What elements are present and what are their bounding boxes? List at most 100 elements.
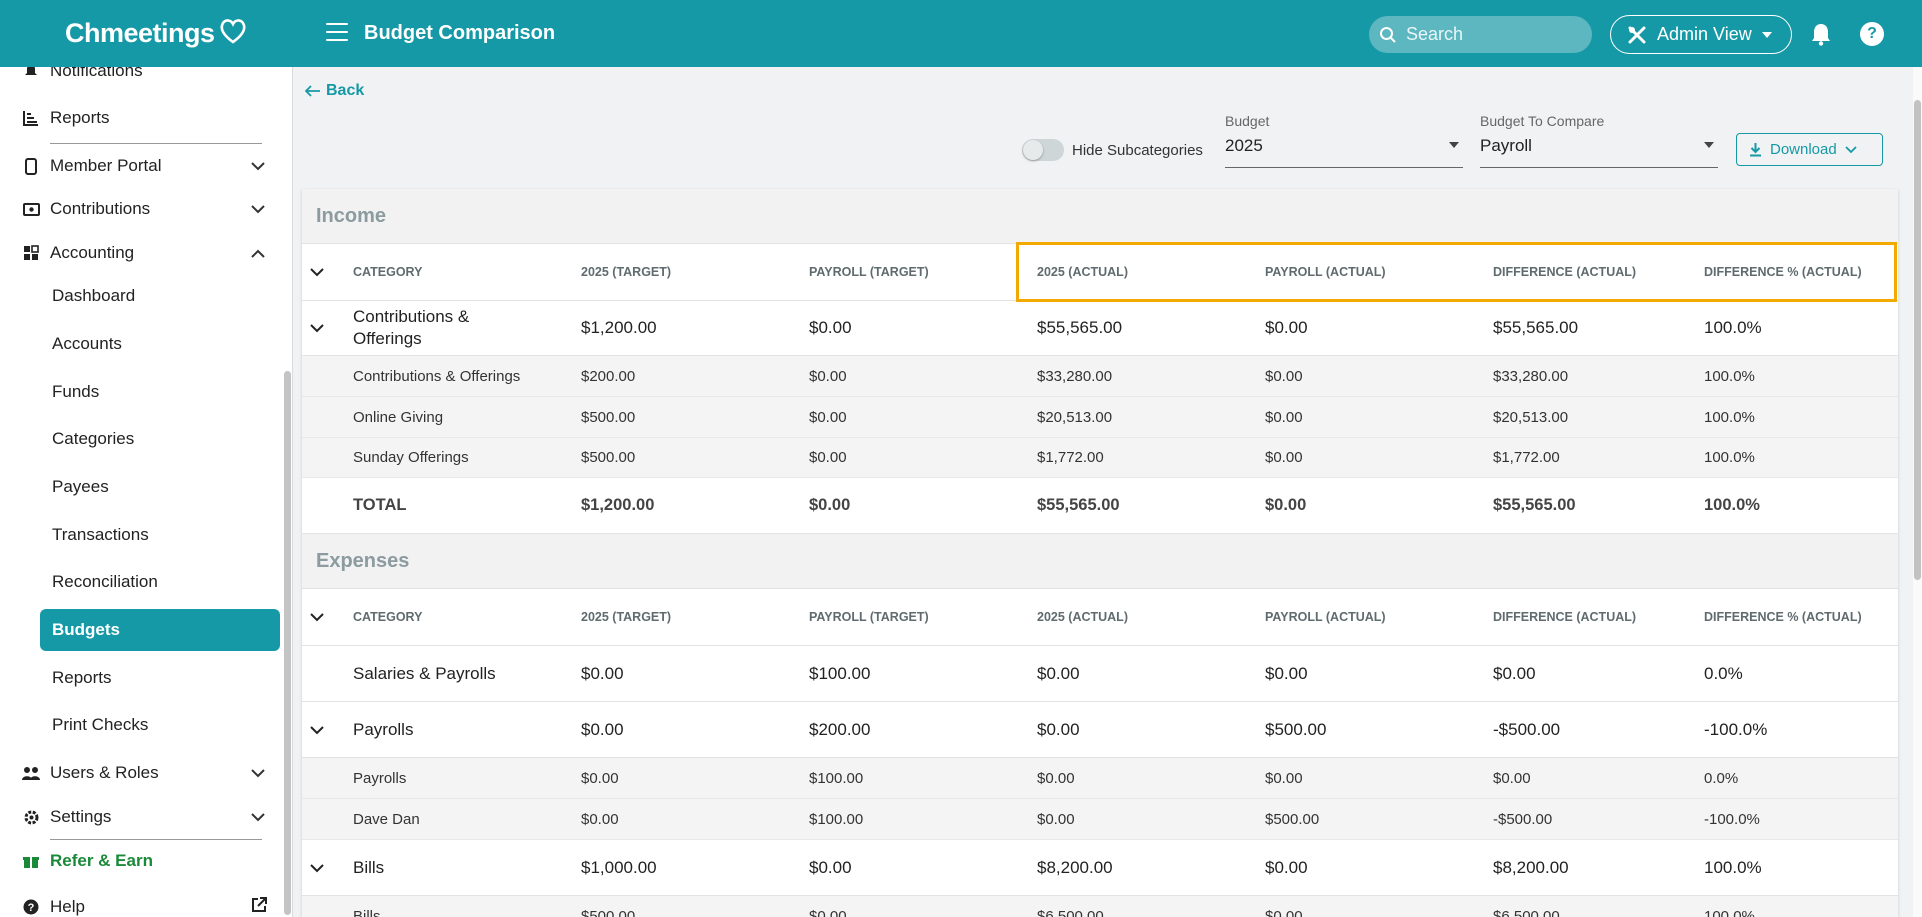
hide-subcategories-toggle[interactable]: Hide Subcategories xyxy=(1022,139,1203,161)
help-icon[interactable]: ? xyxy=(1860,22,1884,46)
sidebar-item-label: Member Portal xyxy=(50,156,162,175)
col-header-target-a[interactable]: 2025 (TARGET) xyxy=(581,610,672,624)
col-header-difference-pct[interactable]: DIFFERENCE % (ACTUAL) xyxy=(1704,265,1862,279)
admin-view-button[interactable]: Admin View xyxy=(1610,15,1792,54)
search-box[interactable] xyxy=(1369,16,1592,53)
cell-value: 100.0% xyxy=(1704,449,1755,466)
col-header-category[interactable]: CATEGORY xyxy=(353,610,423,624)
cell-value: $55,565.00 xyxy=(1493,318,1579,337)
cell-value: $0.00 xyxy=(1037,719,1080,739)
budget-select[interactable]: Budget 2025 xyxy=(1225,113,1463,168)
cell-value: $0.00 xyxy=(1037,810,1075,828)
chevron-down-icon[interactable] xyxy=(309,722,325,743)
menu-icon[interactable] xyxy=(326,23,348,43)
app-logo[interactable]: Chmeetings xyxy=(65,18,248,49)
col-header-target-b[interactable]: PAYROLL (TARGET) xyxy=(809,610,929,624)
sidebar-item-label: Notifications xyxy=(50,67,143,80)
caret-down-icon xyxy=(1761,31,1772,38)
sidebar-scrollbar[interactable] xyxy=(284,371,291,915)
back-link[interactable]: Back xyxy=(305,82,364,100)
caret-down-icon xyxy=(1449,142,1459,148)
cell-value: $0.00 xyxy=(581,810,619,828)
sidebar-item-label: Users & Roles xyxy=(50,763,159,782)
cell-value: $1,200.00 xyxy=(581,496,655,514)
gift-icon xyxy=(22,852,40,870)
chevron-down-icon xyxy=(251,156,265,176)
bell-icon xyxy=(22,67,40,80)
sidebar-item-reports[interactable]: Reports xyxy=(0,98,280,138)
col-header-difference-pct[interactable]: DIFFERENCE % (ACTUAL) xyxy=(1704,610,1862,624)
sidebar-item-notifications[interactable]: Notifications xyxy=(0,67,280,91)
budget-label: Budget xyxy=(1225,113,1270,129)
category-name: Contributions & Offerings xyxy=(353,307,470,348)
back-label: Back xyxy=(326,82,365,99)
tools-icon xyxy=(1628,26,1646,43)
sidebar-item-accounts[interactable]: Accounts xyxy=(52,334,122,353)
col-header-actual-b[interactable]: PAYROLL (ACTUAL) xyxy=(1265,265,1386,279)
col-header-actual-a[interactable]: 2025 (ACTUAL) xyxy=(1037,610,1128,624)
sidebar-item-categories[interactable]: Categories xyxy=(52,429,135,448)
cell-value: 100.0% xyxy=(1704,408,1755,426)
table-row: Salaries & Payrolls $0.00 $100.00 $0.00 … xyxy=(302,646,1898,702)
expenses-section-title: Expenses xyxy=(302,534,1898,589)
sidebar-item-accounting[interactable]: Accounting xyxy=(0,233,280,273)
sidebar-item-dashboard[interactable]: Dashboard xyxy=(52,286,136,305)
chevron-down-icon[interactable] xyxy=(309,264,325,285)
col-header-actual-b[interactable]: PAYROLL (ACTUAL) xyxy=(1265,610,1386,624)
sidebar-item-payees[interactable]: Payees xyxy=(52,477,109,496)
col-header-target-b[interactable]: PAYROLL (TARGET) xyxy=(809,265,929,279)
category-name: Payrolls xyxy=(353,719,414,739)
cell-value: $20,513.00 xyxy=(1037,408,1113,426)
bell-icon[interactable] xyxy=(1810,22,1832,51)
cell-value: $8,200.00 xyxy=(1037,857,1113,877)
sidebar-item-contributions[interactable]: Contributions xyxy=(0,189,280,229)
cell-value: $0.00 xyxy=(809,367,847,385)
external-link-icon xyxy=(251,896,267,917)
sidebar-item-member-portal[interactable]: Member Portal xyxy=(0,146,280,186)
chevron-down-icon xyxy=(251,763,265,783)
table-row: Sunday Offerings $500.00 $0.00 $1,772.00… xyxy=(302,438,1898,478)
col-header-difference[interactable]: DIFFERENCE (ACTUAL) xyxy=(1493,265,1637,279)
budget-compare-select[interactable]: Budget To Compare Payroll xyxy=(1480,113,1718,168)
cell-value: $0.00 xyxy=(1265,367,1303,385)
table-row: Payrolls $0.00 $200.00 $0.00 $500.00 -$5… xyxy=(302,702,1898,758)
chevron-down-icon[interactable] xyxy=(309,320,325,341)
search-input[interactable] xyxy=(1406,24,1566,45)
sidebar-item-funds[interactable]: Funds xyxy=(52,382,100,401)
cell-value: $1,772.00 xyxy=(1493,449,1560,466)
chevron-down-icon xyxy=(1845,145,1857,153)
col-header-actual-a[interactable]: 2025 (ACTUAL) xyxy=(1037,265,1128,279)
cell-value: $20,513.00 xyxy=(1493,408,1569,426)
main-scrollbar[interactable] xyxy=(1914,100,1921,580)
subcategory-name: Online Giving xyxy=(353,408,444,426)
cell-value: $500.00 xyxy=(581,449,636,466)
toggle-switch[interactable] xyxy=(1022,139,1064,161)
svg-text:?: ? xyxy=(28,902,35,914)
compare-label: Budget To Compare xyxy=(1480,113,1605,129)
col-header-category[interactable]: CATEGORY xyxy=(353,265,423,279)
cell-value: -$500.00 xyxy=(1493,810,1553,828)
sidebar-item-reconciliation[interactable]: Reconciliation xyxy=(52,572,158,591)
sidebar-item-transactions[interactable]: Transactions xyxy=(52,525,149,544)
cell-value: $0.00 xyxy=(809,449,847,466)
sidebar-item-users-roles[interactable]: Users & Roles xyxy=(0,753,280,793)
sidebar-item-refer-earn[interactable]: Refer & Earn xyxy=(0,841,280,881)
sidebar-item-print-checks[interactable]: Print Checks xyxy=(52,715,149,734)
sidebar-item-accounting-reports[interactable]: Reports xyxy=(52,668,112,687)
download-button[interactable]: Download xyxy=(1736,133,1883,166)
sidebar-item-budgets[interactable]: Budgets xyxy=(40,609,280,651)
chevron-down-icon[interactable] xyxy=(309,860,325,881)
col-header-target-a[interactable]: 2025 (TARGET) xyxy=(581,265,672,279)
grid-icon xyxy=(22,244,40,262)
cell-value: $33,280.00 xyxy=(1037,367,1113,385)
cell-value: $1,000.00 xyxy=(581,857,657,877)
cell-value: -100.0% xyxy=(1704,810,1760,828)
download-label: Download xyxy=(1770,141,1837,158)
col-header-difference[interactable]: DIFFERENCE (ACTUAL) xyxy=(1493,610,1637,624)
sidebar-item-settings[interactable]: Settings xyxy=(0,797,280,837)
chevron-down-icon[interactable] xyxy=(309,609,325,630)
cell-value: $6,500.00 xyxy=(1037,907,1104,917)
cell-value: $200.00 xyxy=(581,367,636,385)
sidebar-item-help[interactable]: ? Help xyxy=(0,887,280,917)
help-icon: ? xyxy=(22,898,40,916)
